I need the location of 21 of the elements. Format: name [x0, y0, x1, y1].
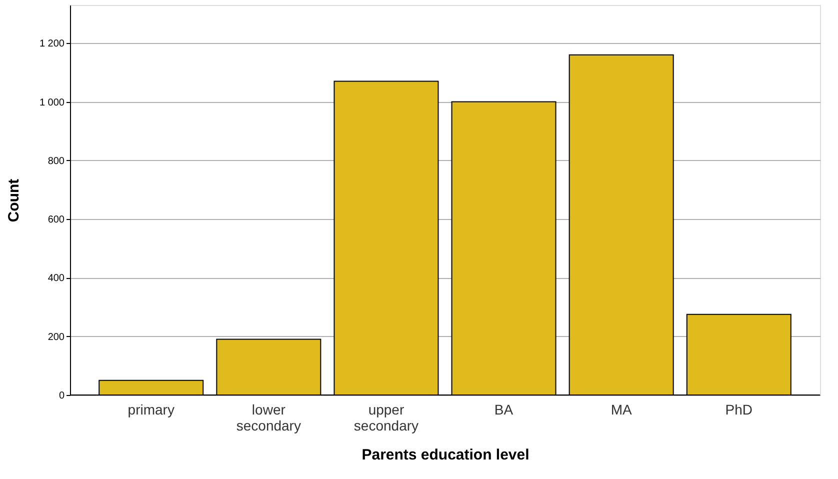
y-tick-label: 1 000: [39, 97, 65, 108]
x-tick-label: MA: [610, 402, 632, 418]
y-axis-title: Count: [5, 178, 22, 222]
x-tick-label: BA: [494, 402, 514, 418]
y-tick-label: 800: [48, 156, 65, 167]
bar: [216, 338, 322, 396]
x-tick-label: upper secondary: [354, 402, 419, 434]
x-tick-label: lower secondary: [236, 402, 301, 434]
x-tick-label: primary: [128, 402, 174, 418]
bar: [451, 101, 556, 396]
x-tick-label: PhD: [725, 402, 753, 418]
y-tick-label: 600: [48, 214, 65, 226]
y-tick-label: 1 200: [39, 38, 65, 50]
x-axis-title: Parents education level: [362, 446, 530, 464]
bar: [568, 54, 674, 396]
bar: [686, 314, 792, 396]
y-tick-label: 200: [48, 332, 65, 343]
bar: [334, 80, 439, 396]
bar: [98, 380, 204, 396]
y-tick-label: 400: [48, 273, 65, 284]
y-tick-label: 0: [58, 390, 65, 402]
